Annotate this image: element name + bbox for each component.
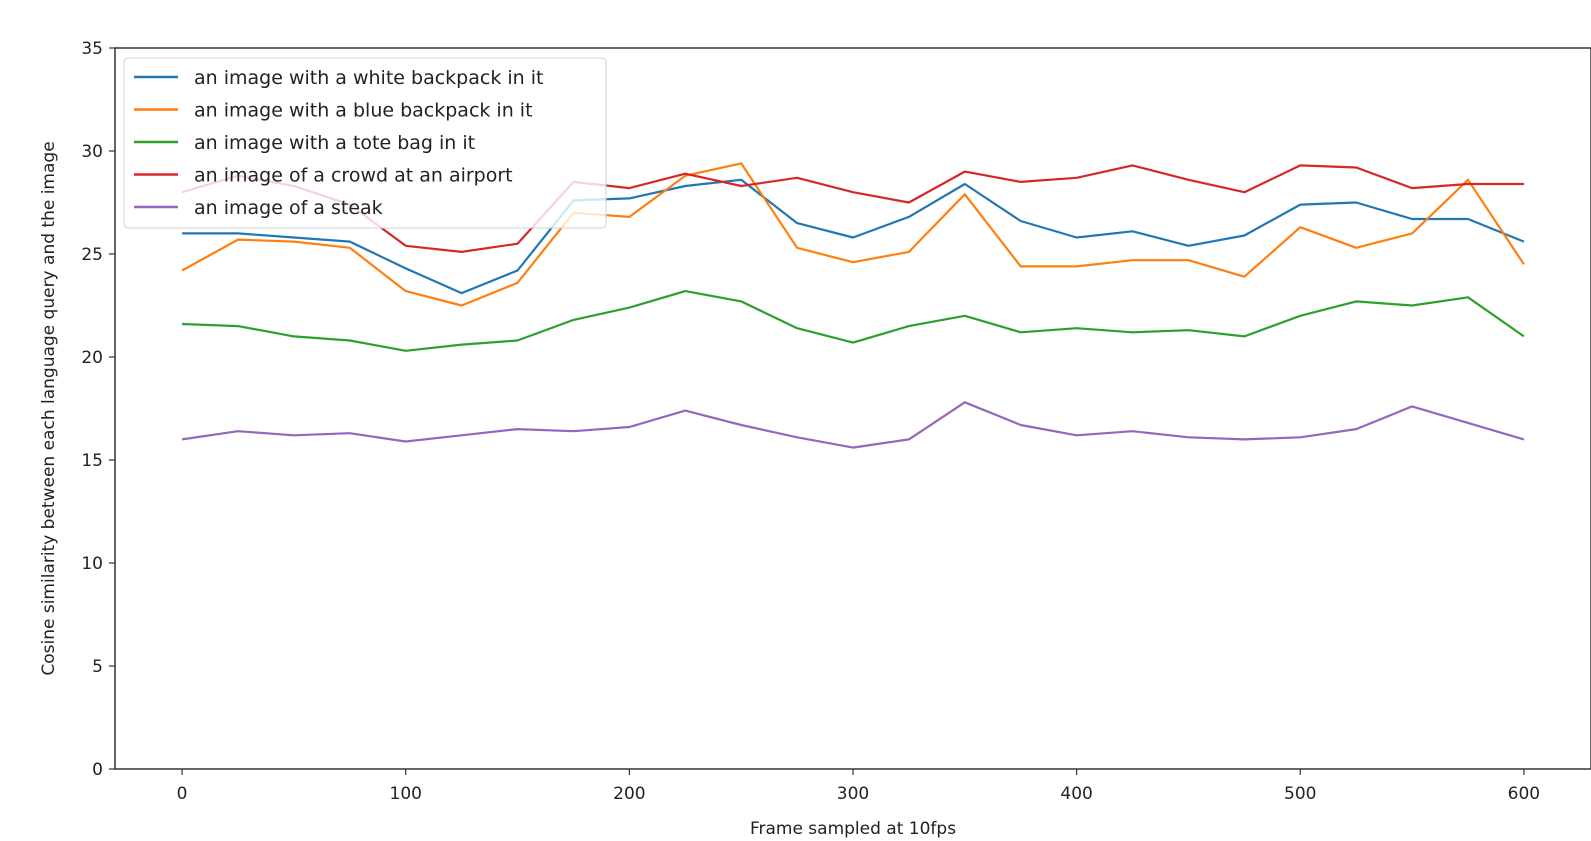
y-axis: 0 5 10 15 20 25 30 35 bbox=[81, 39, 115, 780]
series-line-3 bbox=[182, 290, 1525, 352]
legend-entry: an image of a crowd at an airport bbox=[194, 165, 513, 187]
legend-entry: an image with a tote bag in it bbox=[194, 132, 475, 154]
legend-box bbox=[123, 57, 607, 229]
y-tick-label: 5 bbox=[92, 657, 103, 677]
y-tick-label: 0 bbox=[92, 760, 103, 780]
y-axis-label: Cosine similarity between each language … bbox=[39, 141, 59, 675]
legend-entry: an image with a blue backpack in it bbox=[194, 100, 533, 122]
legend-entry: an image with a white backpack in it bbox=[194, 67, 543, 89]
y-tick-label: 35 bbox=[81, 39, 103, 59]
x-axis: 0 100 200 300 400 500 600 bbox=[177, 769, 1540, 804]
x-tick-label: 400 bbox=[1060, 784, 1092, 804]
x-tick-label: 600 bbox=[1508, 784, 1540, 804]
series-line-5 bbox=[181, 401, 1525, 449]
x-axis-label: Frame sampled at 10fps bbox=[750, 819, 956, 839]
y-tick-label: 30 bbox=[81, 142, 103, 162]
series-line-4 bbox=[181, 164, 1524, 253]
x-tick-label: 100 bbox=[390, 784, 422, 804]
series-line-1 bbox=[182, 178, 1525, 295]
legend-entry: an image of a steak bbox=[194, 197, 383, 219]
y-tick-label: 10 bbox=[81, 554, 103, 574]
x-tick-label: 300 bbox=[837, 784, 869, 804]
series-layer bbox=[181, 162, 1525, 449]
series-line-2 bbox=[181, 162, 1525, 307]
x-tick-label: 200 bbox=[613, 784, 645, 804]
y-tick-label: 20 bbox=[81, 348, 103, 368]
legend: an image with a white backpack in it an i… bbox=[123, 57, 607, 229]
x-tick-label: 500 bbox=[1284, 784, 1316, 804]
x-tick-label: 0 bbox=[177, 784, 188, 804]
y-tick-label: 15 bbox=[81, 451, 103, 471]
y-tick-label: 25 bbox=[81, 245, 103, 265]
